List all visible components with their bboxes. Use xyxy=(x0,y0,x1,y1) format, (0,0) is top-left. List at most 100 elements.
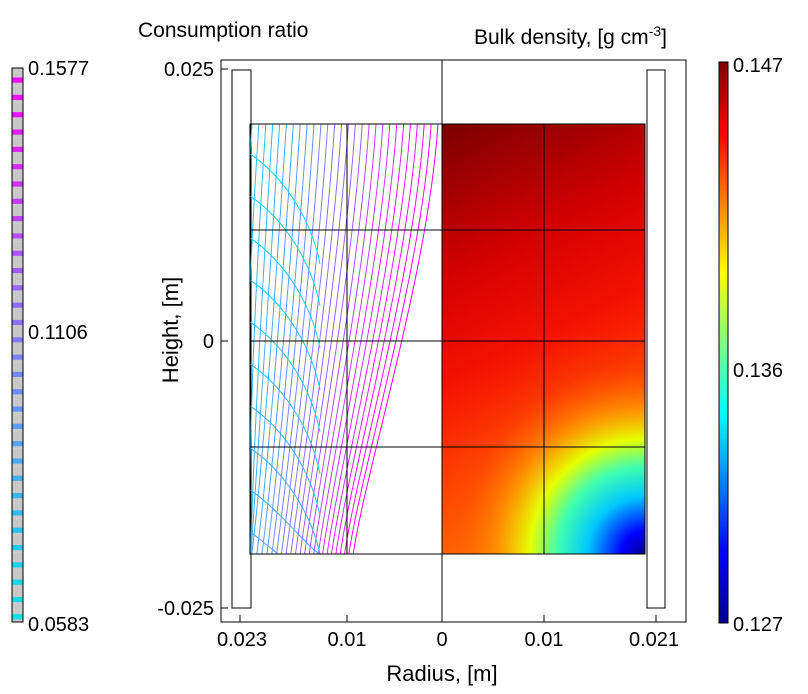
contour-line xyxy=(250,124,281,554)
contour-line xyxy=(261,124,301,554)
contour-line xyxy=(251,124,287,554)
colorbar-level-mark xyxy=(12,267,23,274)
consumption-ratio-contours xyxy=(250,124,439,554)
contour-line xyxy=(348,124,432,554)
right-colorbar-min-label: 0.127 xyxy=(733,614,783,636)
contour-line xyxy=(250,279,321,391)
contour-line xyxy=(250,153,321,265)
contour-line xyxy=(250,447,321,554)
y-tick-zero: 0 xyxy=(203,331,214,353)
contour-line xyxy=(250,124,274,554)
colorbar-level-mark xyxy=(12,77,23,83)
mesh-grid xyxy=(249,123,646,555)
colorbar-cell xyxy=(12,518,23,536)
colorbar-cell xyxy=(12,241,23,259)
y-tick-bottom: -0.025 xyxy=(157,598,214,620)
colorbar-cell xyxy=(12,345,23,363)
colorbar-level-mark xyxy=(12,216,23,222)
contour-line xyxy=(266,124,308,554)
colorbar-level-mark xyxy=(12,596,23,603)
contour-line xyxy=(352,124,439,554)
colorbar-level-mark xyxy=(12,94,23,101)
colorbar-level-mark xyxy=(12,181,23,187)
colorbar-cell xyxy=(12,258,23,276)
consumption-colorbar xyxy=(11,67,24,623)
y-axis-label: Height, [m] xyxy=(158,277,183,383)
contour-line xyxy=(250,531,320,554)
colorbar-cell xyxy=(12,119,23,138)
contour-line xyxy=(317,124,384,554)
colorbar-cell xyxy=(12,552,23,571)
contour-line xyxy=(344,124,425,554)
left-colorbar-min-label: 0.0583 xyxy=(28,614,89,636)
contour-line xyxy=(326,124,398,554)
y-tick-top: 0.025 xyxy=(164,59,214,81)
colorbar-level-mark xyxy=(12,562,23,568)
right-colorbar-mid-label: 0.136 xyxy=(733,360,783,382)
colorbar-level-mark xyxy=(12,233,23,239)
x-tick-0023: 0.023 xyxy=(217,629,267,651)
colorbar-level-mark xyxy=(12,337,23,343)
consumption-ratio-title: Consumption ratio xyxy=(138,19,308,42)
colorbar-level-mark xyxy=(12,475,23,481)
x-tick-0: 0 xyxy=(436,629,447,651)
contour-line xyxy=(335,124,411,554)
colorbar-cell xyxy=(12,293,23,311)
contour-line xyxy=(250,489,321,554)
left-wall xyxy=(231,69,252,609)
colorbar-level-mark xyxy=(12,527,23,533)
colorbar-level-mark xyxy=(12,406,23,412)
contour-line xyxy=(285,124,336,554)
bulk-density-title: Bulk density, [g cm-3] xyxy=(474,23,667,49)
contour-line xyxy=(256,124,294,554)
colorbar-cell xyxy=(12,85,23,103)
left-colorbar-mid-label: 0.1106 xyxy=(28,322,88,344)
y-ticks xyxy=(221,68,657,622)
contour-line xyxy=(250,237,321,349)
contour-line xyxy=(322,124,391,554)
colorbar-level-mark xyxy=(12,614,23,620)
contour-line xyxy=(250,321,321,433)
x-tick-0021: 0.021 xyxy=(629,629,679,651)
colorbar-cell xyxy=(12,414,23,432)
x-tick-001-left: 0.01 xyxy=(328,629,367,651)
colorbar-cell xyxy=(12,223,23,242)
colorbar-cell xyxy=(12,327,23,345)
contour-line xyxy=(331,124,405,554)
colorbar-cell xyxy=(12,466,23,484)
colorbar-cell xyxy=(12,379,23,397)
colorbar-cell xyxy=(12,189,23,207)
colorbar-cell xyxy=(12,275,23,294)
contour-line xyxy=(250,405,321,517)
contour-line xyxy=(250,363,321,475)
contour-line xyxy=(271,124,315,554)
colorbar-cell xyxy=(12,396,23,415)
colorbar-level-mark xyxy=(12,164,23,170)
colorbar-level-mark xyxy=(12,129,23,135)
colorbar-level-mark xyxy=(12,510,23,516)
colorbar-level-mark xyxy=(12,112,23,118)
contour-line xyxy=(304,124,363,554)
x-axis-label: Radius, [m] xyxy=(386,661,497,686)
colorbar-cell xyxy=(12,102,23,120)
colorbar-cell xyxy=(12,431,23,449)
colorbar-cell xyxy=(12,362,23,380)
colorbar-level-mark xyxy=(12,250,23,256)
colorbar-level-mark xyxy=(12,579,23,585)
colorbar-cell xyxy=(12,570,23,588)
colorbar-level-mark xyxy=(12,285,23,291)
colorbar-level-mark xyxy=(12,389,23,395)
colorbar-level-mark xyxy=(12,146,23,152)
colorbar-cell xyxy=(12,137,23,155)
contour-line xyxy=(308,124,370,554)
colorbar-cell xyxy=(12,154,23,172)
colorbar-level-mark xyxy=(12,354,23,360)
colorbar-cell xyxy=(12,171,23,190)
colorbar-level-mark xyxy=(12,544,23,551)
contour-line xyxy=(250,124,260,554)
right-wall xyxy=(646,69,666,609)
colorbar-cell xyxy=(12,206,23,224)
bulk-density-colorbar xyxy=(718,61,729,624)
colorbar-level-mark xyxy=(12,441,23,447)
